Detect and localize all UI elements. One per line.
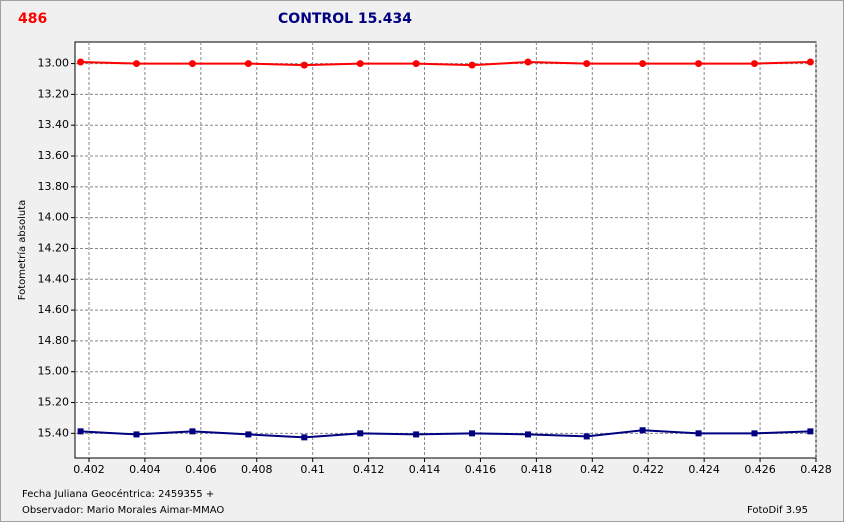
data-point [357,430,364,437]
software: FotoDif 3.95 [747,505,808,516]
data-point [356,60,364,68]
data-point [301,434,308,441]
data-point [244,60,252,68]
y-tick-label: 13.00 [38,57,70,70]
x-tick-label: 0.42 [580,463,605,476]
x-tick-label: 0.412 [353,463,385,476]
x-tick-label: 0.422 [632,463,664,476]
data-point [583,60,591,68]
series-line [80,429,811,439]
data-point [639,427,646,434]
y-tick-label: 14.00 [38,211,70,224]
x-tick-label: 0.418 [521,463,553,476]
data-point [77,58,85,66]
data-point [413,431,420,438]
y-tick-label: 13.40 [38,118,70,131]
observer: Observador: Mario Morales Aimar-MMAO [22,505,224,516]
data-point [695,430,702,437]
x-tick-label: 0.402 [73,463,105,476]
data-point [189,428,196,435]
data-point [524,58,532,66]
x-tick-label: 0.426 [744,463,776,476]
x-tick-label: 0.428 [800,463,832,476]
x-tick-label: 0.424 [688,463,720,476]
data-point [300,61,308,69]
data-point [469,430,476,437]
y-tick-label: 13.80 [38,180,70,193]
data-point [583,433,590,440]
data-point [245,431,252,438]
data-point [806,58,814,66]
chart-title: CONTROL 15.434 [278,11,412,27]
object-label: 486 [18,11,47,27]
y-tick-label: 15.00 [38,365,70,378]
data-point [751,430,758,437]
y-tick-label: 14.20 [38,241,70,254]
y-tick-label: 14.40 [38,272,70,285]
x-tick-label: 0.404 [129,463,161,476]
y-tick-label: 15.40 [38,426,70,439]
x-tick-label: 0.416 [465,463,497,476]
data-point [524,431,531,438]
x-tick-label: 0.414 [409,463,441,476]
x-tick-label: 0.41 [300,463,325,476]
x-tick-label: 0.406 [185,463,217,476]
data-point [133,60,141,68]
x-axis-label: Fecha Juliana Geocéntrica: 2459355 + [22,488,214,500]
y-tick-label: 13.20 [38,87,70,100]
data-point [77,428,84,435]
data-point [412,60,420,68]
data-point [133,431,140,438]
plot-area [74,41,817,459]
series-line [80,61,811,67]
data-point [750,60,758,68]
y-tick-label: 14.80 [38,334,70,347]
data-point [188,60,196,68]
data-point [695,60,703,68]
y-tick-label: 14.60 [38,303,70,316]
data-point [639,60,647,68]
data-point [468,61,476,69]
y-axis-label: Fotometría absoluta [16,200,28,301]
data-point [807,428,814,435]
x-tick-label: 0.408 [241,463,273,476]
y-tick-label: 15.20 [38,396,70,409]
y-tick-label: 13.60 [38,149,70,162]
